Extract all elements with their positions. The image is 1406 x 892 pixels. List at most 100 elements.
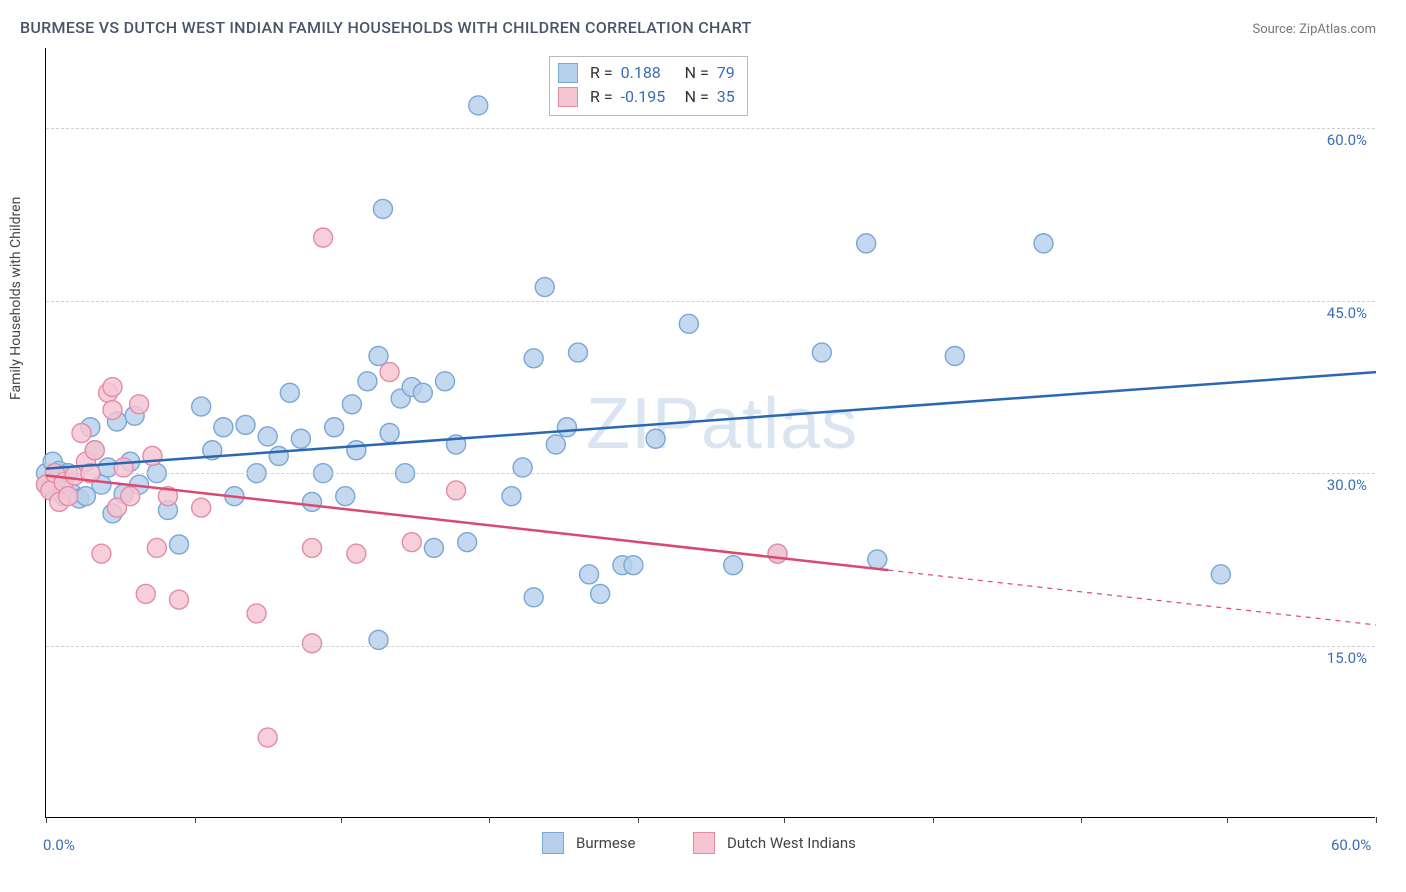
scatter-point [447, 481, 466, 500]
stat-r-key: R = [590, 85, 613, 109]
scatter-point [1034, 234, 1053, 253]
scatter-point [336, 487, 355, 506]
scatter-point [85, 441, 104, 460]
plot-area: ZIPatlas R =0.188N =79R =-0.195N =35 15.… [45, 48, 1375, 818]
y-tick-label: 30.0% [1327, 476, 1367, 494]
legend-swatch [693, 832, 715, 854]
stats-legend-box: R = 0.188 N = 79R = -0.195 N = 35 [549, 56, 748, 116]
scatter-point [358, 372, 377, 391]
scatter-point [103, 378, 122, 397]
stats-row: R = 0.188 N = 79 [558, 61, 735, 85]
scatter-point [192, 498, 211, 517]
scatter-point [380, 424, 399, 443]
scatter-point [247, 604, 266, 623]
source-label: Source: ZipAtlas.com [1252, 22, 1376, 37]
chart-title: BURMESE VS DUTCH WEST INDIAN FAMILY HOUS… [20, 18, 752, 37]
scatter-point [192, 397, 211, 416]
gridline-h [46, 128, 1375, 129]
trend-line-dashed [888, 570, 1376, 625]
scatter-point [546, 435, 565, 454]
scatter-point [591, 584, 610, 603]
scatter-point [535, 278, 554, 297]
scatter-point [72, 424, 91, 443]
scatter-point [380, 363, 399, 382]
y-axis-label: Family Households with Children [8, 197, 24, 400]
gridline-h [46, 646, 1375, 647]
x-tick [1376, 817, 1377, 823]
stat-r-key: R = [590, 61, 613, 85]
scatter-point [303, 492, 322, 511]
scatter-point [768, 544, 787, 563]
legend-label: Dutch West Indians [727, 834, 856, 852]
x-tick [195, 817, 196, 823]
scatter-point [258, 728, 277, 747]
x-tick [784, 817, 785, 823]
scatter-point [524, 349, 543, 368]
legend-series-1: Burmese [542, 832, 636, 854]
y-tick-label: 15.0% [1327, 649, 1367, 667]
stat-n-key: N = [685, 61, 709, 85]
scatter-point [170, 535, 189, 554]
scatter-point [170, 590, 189, 609]
x-tick [933, 817, 934, 823]
gridline-h [46, 473, 1375, 474]
scatter-point [325, 418, 344, 437]
stat-n-val: 35 [717, 85, 735, 109]
legend-swatch [558, 87, 578, 107]
scatter-point [857, 234, 876, 253]
scatter-point [524, 588, 543, 607]
scatter-point [458, 533, 477, 552]
stat-r-val: 0.188 [621, 61, 677, 85]
x-axis-max-label: 60.0% [1331, 836, 1371, 854]
scatter-point [1211, 565, 1230, 584]
legend-series-2: Dutch West Indians [693, 832, 856, 854]
scatter-point [469, 96, 488, 115]
scatter-point [258, 427, 277, 446]
scatter-point [868, 550, 887, 569]
scatter-point [59, 487, 78, 506]
scatter-point [303, 634, 322, 653]
legend-swatch [558, 63, 578, 83]
scatter-point [502, 487, 521, 506]
scatter-point [347, 441, 366, 460]
scatter-point [147, 538, 166, 557]
x-tick [1227, 817, 1228, 823]
x-tick [489, 817, 490, 823]
scatter-point [136, 584, 155, 603]
scatter-point [280, 383, 299, 402]
scatter-point [580, 565, 599, 584]
scatter-point [945, 347, 964, 366]
scatter-point [624, 556, 643, 575]
legend-swatch [542, 832, 564, 854]
scatter-point [291, 429, 310, 448]
scatter-point [342, 395, 361, 414]
scatter-point [269, 446, 288, 465]
stats-row: R =-0.195N =35 [558, 85, 735, 109]
x-tick [638, 817, 639, 823]
y-tick-label: 45.0% [1327, 304, 1367, 322]
stat-n-val: 79 [717, 61, 735, 85]
scatter-point [679, 314, 698, 333]
x-axis-min-label: 0.0% [43, 836, 75, 854]
scatter-svg [46, 48, 1375, 817]
scatter-point [103, 401, 122, 420]
scatter-point [557, 418, 576, 437]
scatter-point [314, 228, 333, 247]
scatter-point [347, 544, 366, 563]
scatter-point [646, 429, 665, 448]
scatter-point [436, 372, 455, 391]
scatter-point [373, 199, 392, 218]
scatter-point [812, 343, 831, 362]
scatter-point [121, 487, 140, 506]
x-tick [1081, 817, 1082, 823]
scatter-point [303, 538, 322, 557]
y-tick-label: 60.0% [1327, 131, 1367, 149]
scatter-point [369, 347, 388, 366]
scatter-point [214, 418, 233, 437]
gridline-h [46, 301, 1375, 302]
scatter-point [413, 383, 432, 402]
x-tick [341, 817, 342, 823]
stat-r-val: -0.195 [621, 85, 677, 109]
scatter-point [724, 556, 743, 575]
scatter-point [569, 343, 588, 362]
